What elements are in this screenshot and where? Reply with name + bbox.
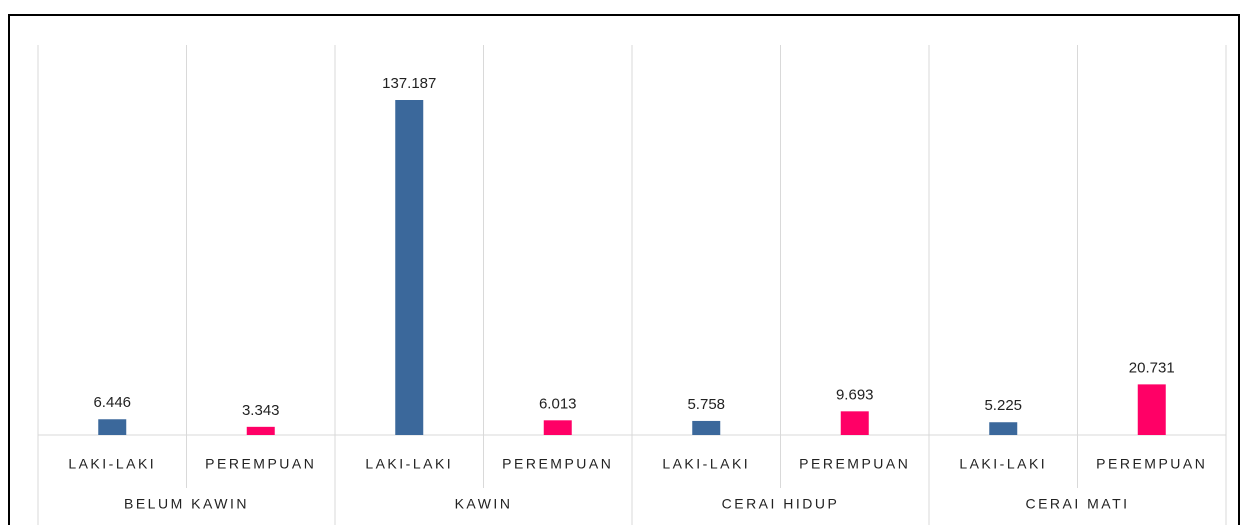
x-tick-label: PEREMPUAN [1096, 456, 1207, 472]
data-label: 6.013 [539, 395, 577, 412]
x-tick-label: LAKI-LAKI [662, 456, 750, 472]
x-tick-label: LAKI-LAKI [959, 456, 1047, 472]
bar [246, 426, 275, 435]
x-tick-label: PEREMPUAN [502, 456, 613, 472]
bar [98, 419, 127, 435]
bar [840, 411, 869, 435]
data-label: 5.758 [687, 396, 725, 413]
data-label: 3.343 [242, 402, 280, 419]
group-label: KAWIN [455, 496, 513, 512]
bar [692, 420, 721, 435]
bar [1137, 384, 1166, 435]
x-tick-label: LAKI-LAKI [68, 456, 156, 472]
chart-border [8, 14, 1240, 525]
bar [395, 100, 424, 435]
x-tick-label: LAKI-LAKI [365, 456, 453, 472]
x-tick-label: PEREMPUAN [799, 456, 910, 472]
bar [543, 420, 572, 435]
group-label: CERAI HIDUP [722, 496, 840, 512]
group-label: BELUM KAWIN [124, 496, 249, 512]
x-tick-label: PEREMPUAN [205, 456, 316, 472]
data-label: 5.225 [984, 397, 1022, 414]
data-label: 6.446 [93, 394, 131, 411]
group-label: CERAI MATI [1025, 496, 1129, 512]
data-label: 9.693 [836, 386, 874, 403]
data-label: 137.187 [382, 75, 436, 92]
data-label: 20.731 [1129, 359, 1175, 376]
bar [989, 422, 1018, 435]
